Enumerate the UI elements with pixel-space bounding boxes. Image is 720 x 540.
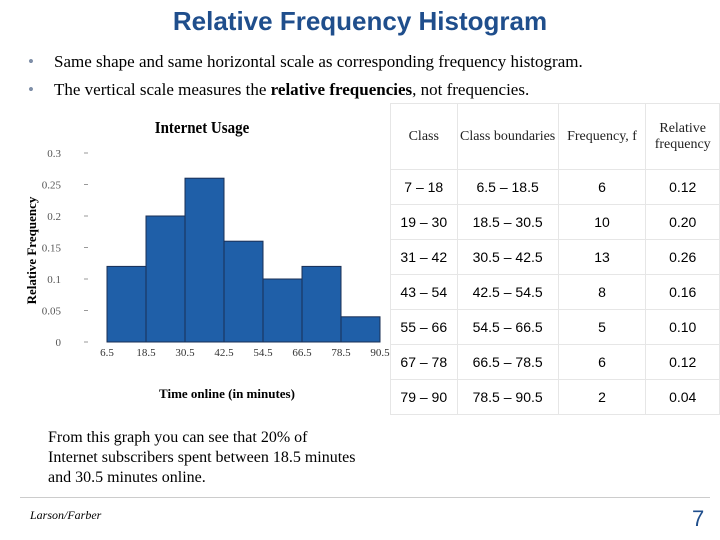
header-cell: Class bbox=[390, 103, 458, 170]
y-tick-label: 0.3 bbox=[47, 148, 61, 160]
bullet: The vertical scale measures the relative… bbox=[28, 80, 529, 100]
bar bbox=[262, 278, 303, 343]
bar bbox=[184, 177, 225, 343]
divider bbox=[20, 497, 710, 498]
table-row: 67 – 78 66.5 – 78.5 6 0.12 bbox=[390, 344, 720, 380]
table-cell: 6 bbox=[557, 169, 647, 205]
table-cell: 79 – 90 bbox=[390, 379, 458, 415]
table-cell: 13 bbox=[557, 239, 647, 275]
bullet-text: , not frequencies. bbox=[412, 80, 530, 99]
table-cell: 67 – 78 bbox=[390, 344, 458, 380]
bar bbox=[301, 265, 342, 343]
table-cell: 6 bbox=[557, 344, 647, 380]
table-cell: 5 bbox=[557, 309, 647, 345]
table-cell: 43 – 54 bbox=[390, 274, 458, 310]
y-tick-label: 0.2 bbox=[47, 211, 61, 223]
bullet: Same shape and same horizontal scale as … bbox=[28, 52, 583, 72]
header-cell: Class boundaries bbox=[456, 103, 559, 170]
y-tick-label: 0 bbox=[56, 337, 62, 349]
data-table: Class Class boundaries Frequency, f Relativ… bbox=[390, 103, 720, 415]
table-cell: 0.04 bbox=[645, 379, 720, 415]
y-tick-label: 0.25 bbox=[42, 180, 62, 192]
bar bbox=[340, 316, 381, 343]
x-tick-label: 30.5 bbox=[175, 347, 195, 359]
table-cell: 30.5 – 42.5 bbox=[456, 239, 559, 275]
table-row: 79 – 90 78.5 – 90.5 2 0.04 bbox=[390, 379, 720, 415]
table-cell: 8 bbox=[557, 274, 647, 310]
x-tick-label: 54.5 bbox=[253, 347, 273, 359]
table-cell: 0.10 bbox=[645, 309, 720, 345]
table-cell: 55 – 66 bbox=[390, 309, 458, 345]
table-row: 43 – 54 42.5 – 54.5 8 0.16 bbox=[390, 274, 720, 310]
header-cell: Relative frequency bbox=[645, 103, 720, 170]
table-cell: 0.12 bbox=[645, 169, 720, 205]
y-axis-label: Relative Frequency bbox=[24, 196, 39, 304]
header-cell: Frequency, f bbox=[557, 103, 647, 170]
table-cell: 7 – 18 bbox=[390, 169, 458, 205]
header-row: Class Class boundaries Frequency, f Relativ… bbox=[390, 103, 720, 170]
table-row: 31 – 42 30.5 – 42.5 13 0.26 bbox=[390, 239, 720, 275]
x-axis-label: Time online (in minutes) bbox=[159, 386, 295, 401]
bullet-text: The vertical scale measures the bbox=[54, 80, 271, 99]
y-tick-label: 0.15 bbox=[42, 243, 62, 255]
y-tick-label: 0.05 bbox=[42, 306, 62, 318]
bar bbox=[223, 240, 264, 343]
table-cell: 19 – 30 bbox=[390, 204, 458, 240]
table-cell: 31 – 42 bbox=[390, 239, 458, 275]
x-tick-label: 18.5 bbox=[136, 347, 156, 359]
table-cell: 10 bbox=[557, 204, 647, 240]
table-row: 19 – 30 18.5 – 30.5 10 0.20 bbox=[390, 204, 720, 240]
y-tick-label: 0.1 bbox=[47, 274, 61, 286]
x-tick-label: 42.5 bbox=[214, 347, 234, 359]
table-cell: 78.5 – 90.5 bbox=[456, 379, 559, 415]
table-cell: 6.5 – 18.5 bbox=[456, 169, 559, 205]
x-tick-label: 78.5 bbox=[331, 347, 351, 359]
histogram: Internet Usage Relative Frequency Time onl… bbox=[24, 119, 390, 401]
footer: Larson/Farber bbox=[30, 508, 102, 522]
x-tick-label: 90.5 bbox=[370, 347, 390, 359]
bar bbox=[145, 215, 186, 343]
chart-title: Internet Usage bbox=[155, 119, 249, 137]
table-cell: 0.12 bbox=[645, 344, 720, 380]
bullet-bold: relative frequencies bbox=[270, 80, 413, 99]
slide-title: Relative Frequency Histogram bbox=[172, 6, 548, 36]
note: From this graph you can see that 20% of … bbox=[48, 429, 356, 486]
table-row: 55 – 66 54.5 – 66.5 5 0.10 bbox=[390, 309, 720, 345]
table-cell: 0.20 bbox=[645, 204, 720, 240]
table-row: 7 – 18 6.5 – 18.5 6 0.12 bbox=[390, 169, 720, 205]
table-cell: 42.5 – 54.5 bbox=[456, 274, 559, 310]
page-number: 7 bbox=[692, 506, 705, 531]
table-cell: 0.16 bbox=[645, 274, 720, 310]
x-tick-label: 66.5 bbox=[292, 347, 312, 359]
bar bbox=[106, 265, 147, 343]
x-tick-label: 6.5 bbox=[100, 347, 114, 359]
bullet-text: Same shape and same horizontal scale as … bbox=[54, 52, 583, 71]
table-cell: 0.26 bbox=[645, 239, 720, 275]
table-cell: 66.5 – 78.5 bbox=[456, 344, 559, 380]
table-cell: 18.5 – 30.5 bbox=[456, 204, 559, 240]
table-cell: 54.5 – 66.5 bbox=[456, 309, 559, 345]
table-cell: 2 bbox=[557, 379, 647, 415]
